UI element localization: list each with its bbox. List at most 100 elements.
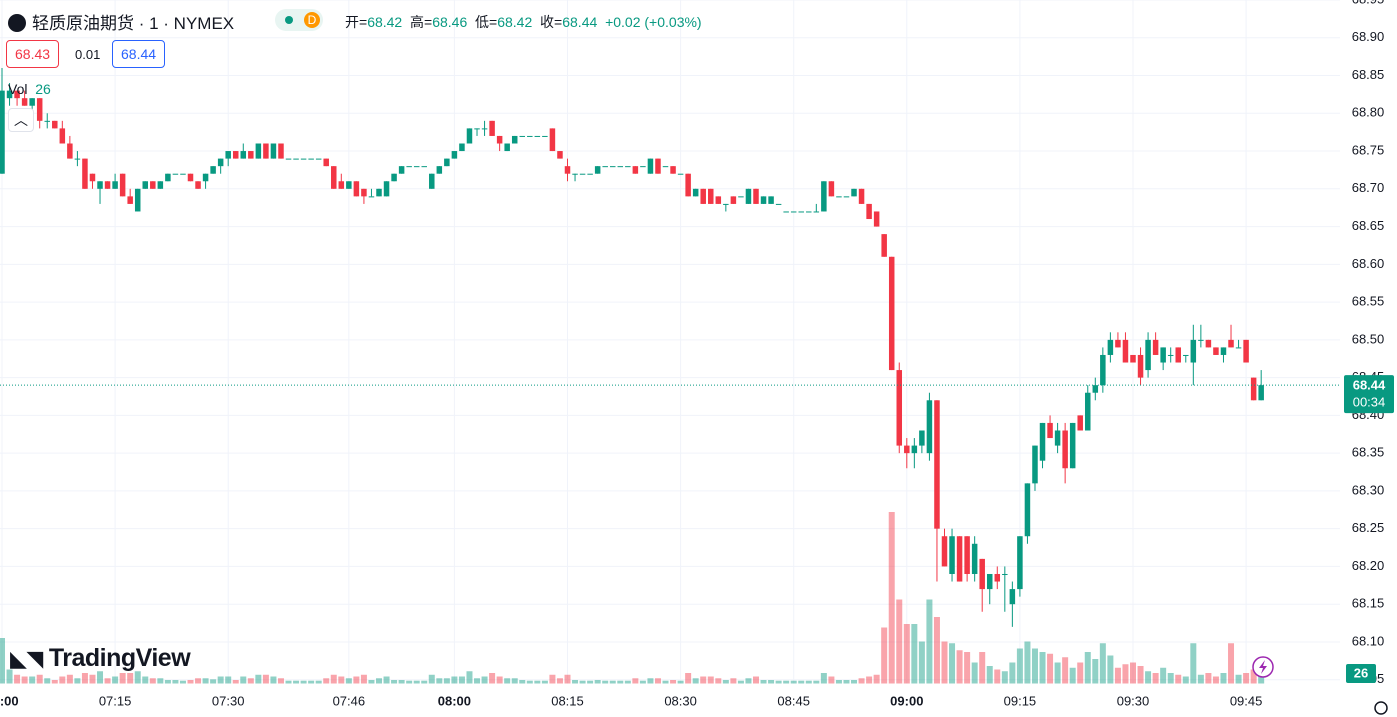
candle-body [1190, 339, 1197, 363]
volume-bar [1137, 666, 1144, 684]
volume-bar [262, 674, 269, 684]
volume-bar [564, 674, 571, 684]
volume-bar [624, 680, 631, 684]
volume-bar [519, 680, 526, 684]
volume-bar [994, 669, 1001, 684]
volume-bar [594, 680, 601, 684]
volume-bar [1220, 673, 1227, 684]
candle-body [904, 445, 910, 454]
candle-body [1069, 422, 1076, 469]
logo-mark: ◣◥ [10, 646, 43, 671]
volume-bar [1047, 653, 1054, 684]
volume-bar [451, 676, 458, 684]
candle-body [165, 173, 171, 182]
candle-body [1054, 430, 1061, 446]
candle-body [0, 90, 5, 174]
volume-bar [179, 680, 186, 684]
x-tick-label: 07:46 [333, 693, 366, 708]
candle-body [383, 181, 390, 197]
y-tick-label: 68.30 [1352, 482, 1385, 497]
last-price-label: 68.44 [1353, 378, 1386, 393]
candle-body [843, 196, 850, 198]
volume-bar [6, 669, 13, 684]
candle-body [263, 143, 269, 159]
volume-bar [1130, 662, 1136, 684]
candle-body [89, 173, 96, 182]
candle-body [730, 196, 737, 204]
volume-bar [14, 674, 21, 684]
countdown: 00:34 [1353, 395, 1386, 410]
volume-bar [330, 674, 337, 684]
volume-bar [36, 674, 43, 684]
candle-body [67, 143, 73, 159]
candle-body [232, 151, 239, 159]
candle-body [413, 166, 420, 168]
candle-body [172, 173, 179, 175]
spread: 0.01 [75, 47, 101, 62]
candle-body [858, 188, 865, 204]
volume-bar [187, 680, 194, 684]
volume-badge-label: 26 [1354, 665, 1368, 680]
candle-body [6, 90, 13, 99]
candle-body [609, 166, 616, 168]
x-tick-label: 08:30 [664, 693, 697, 708]
candle-body [466, 128, 473, 144]
candle-body [979, 558, 985, 590]
candle-body [202, 173, 209, 182]
bid-button[interactable]: 68.43 [6, 40, 60, 68]
candle-body [941, 536, 948, 567]
volume-bar [255, 674, 262, 684]
candle-body [594, 166, 601, 174]
candle-body [813, 211, 820, 213]
volume-bar [745, 678, 752, 684]
settings-icon [1374, 701, 1388, 715]
volume-bar [21, 676, 28, 684]
volume-bar [979, 652, 986, 684]
volume-bar [526, 680, 533, 684]
volume-bar [1205, 673, 1212, 684]
candle-body [549, 128, 556, 152]
candle-body [444, 158, 450, 167]
volume-bar [29, 676, 36, 684]
volume-value: 26 [35, 81, 51, 97]
volume-bar [1054, 662, 1061, 684]
volume-bar [888, 512, 895, 684]
candle-body [745, 188, 752, 204]
candle-body [760, 196, 767, 204]
volume-bar [51, 680, 58, 684]
candle-body [127, 196, 133, 204]
volume-bar [134, 671, 141, 684]
ask-button[interactable]: 68.44 [112, 40, 166, 68]
candle-body [1077, 415, 1083, 431]
volume-bar [142, 676, 149, 684]
volume-bar [149, 678, 156, 684]
low-value: 68.42 [497, 14, 533, 30]
candle-body [14, 90, 20, 99]
candle-body [579, 173, 586, 175]
candle-body [768, 196, 774, 204]
candle-body [338, 181, 345, 189]
volume-bar [670, 680, 677, 684]
status-dot [285, 16, 293, 24]
collapse-button[interactable]: ︿ [8, 108, 34, 132]
candle-body [1228, 339, 1234, 348]
volume-bar [323, 678, 330, 684]
x-tick-label: 08:45 [777, 693, 810, 708]
candle-body [225, 151, 231, 159]
candle-body [1100, 354, 1106, 386]
candle-body [361, 188, 367, 197]
close-value: 68.44 [562, 14, 598, 30]
candle-body [828, 181, 835, 197]
volume-bar [421, 680, 428, 684]
candle-body [1024, 483, 1031, 537]
y-tick-label: 68.20 [1352, 558, 1385, 573]
y-tick-label: 68.35 [1352, 445, 1385, 460]
last-price-box [1344, 375, 1394, 414]
candle-body [738, 196, 744, 198]
status-pill[interactable]: D [275, 9, 323, 31]
y-tick-label: 68.85 [1352, 67, 1385, 82]
candle-body [519, 135, 526, 137]
candle-body [926, 400, 933, 454]
volume-bar [685, 673, 692, 684]
candle-body [1039, 422, 1046, 461]
